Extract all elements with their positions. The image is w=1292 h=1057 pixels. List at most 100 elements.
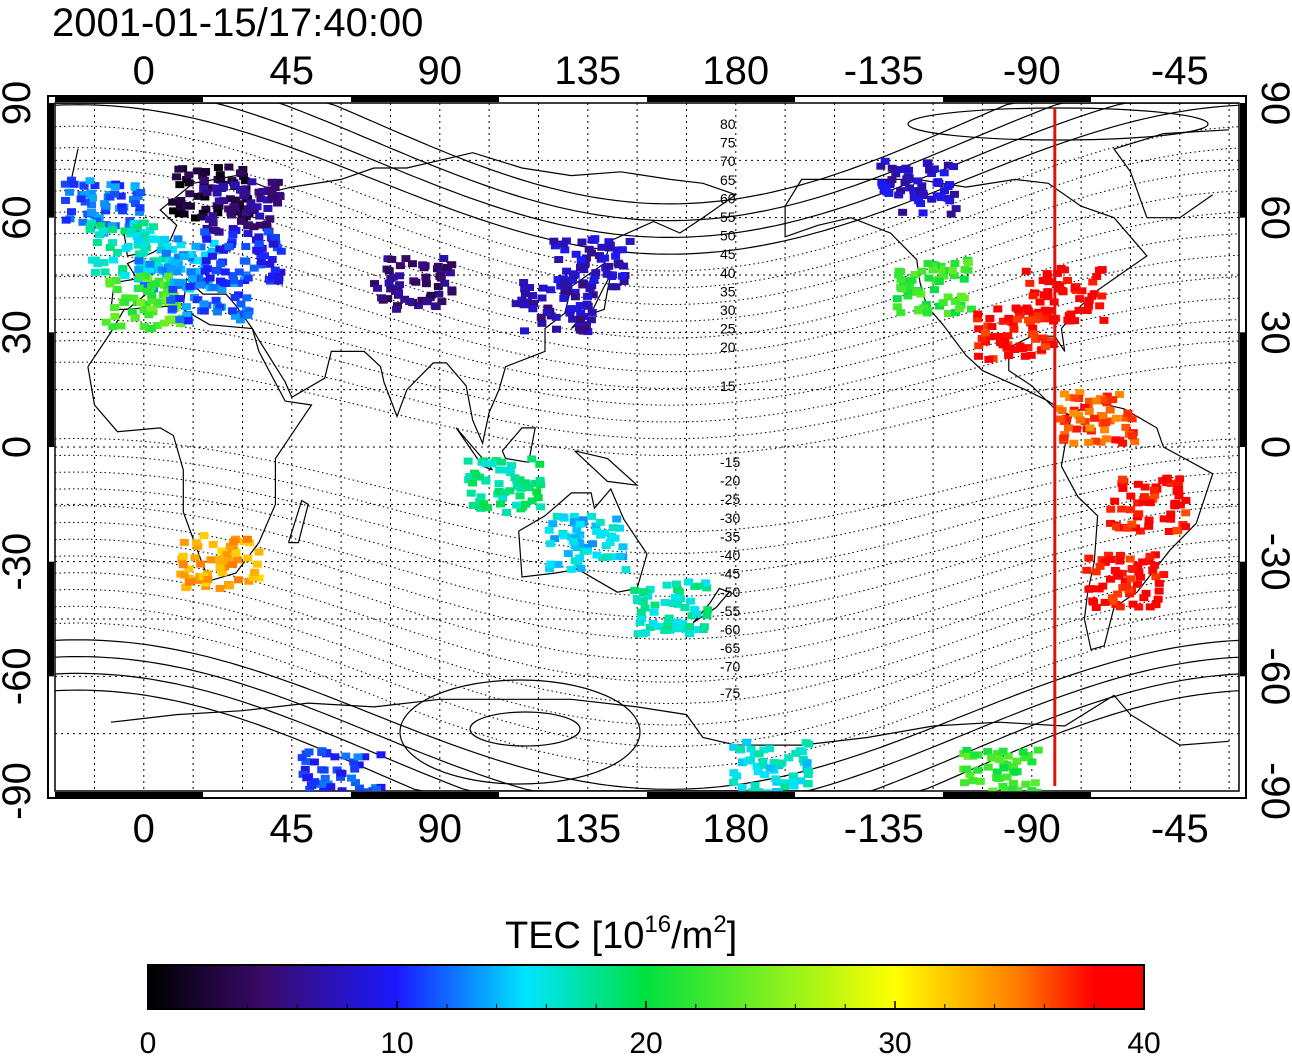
tec-cell bbox=[85, 223, 95, 231]
tec-cell bbox=[643, 592, 653, 600]
tec-cell bbox=[363, 788, 373, 791]
tec-cell bbox=[1052, 280, 1062, 288]
tec-cell bbox=[1038, 334, 1048, 342]
tec-cell bbox=[602, 270, 612, 278]
tec-cell bbox=[752, 762, 762, 770]
tec-cell bbox=[1127, 520, 1137, 528]
tec-cell bbox=[136, 298, 146, 306]
tec-cell bbox=[582, 547, 592, 555]
tec-cell bbox=[664, 614, 674, 622]
contour-line bbox=[55, 505, 1239, 619]
tec-cell bbox=[215, 171, 225, 179]
tec-cell bbox=[1114, 391, 1124, 399]
tec-cell bbox=[570, 542, 580, 550]
tec-cell bbox=[1017, 799, 1026, 806]
tec-cell bbox=[483, 504, 493, 512]
tec-cell bbox=[572, 305, 582, 313]
tec-cell bbox=[241, 189, 251, 197]
tec-cell bbox=[1121, 423, 1131, 431]
tec-cell bbox=[617, 272, 627, 280]
tec-cell bbox=[200, 228, 210, 236]
tec-cell bbox=[241, 257, 251, 265]
tec-cell bbox=[156, 246, 166, 254]
tec-cell bbox=[267, 255, 277, 263]
tec-cell bbox=[326, 783, 336, 791]
top-longitude-label: 90 bbox=[418, 49, 463, 93]
tec-cell bbox=[560, 283, 570, 291]
tec-cell bbox=[577, 238, 587, 246]
tec-cell bbox=[166, 296, 176, 304]
tec-cell bbox=[583, 543, 593, 551]
tec-cell bbox=[600, 254, 610, 262]
tec-cell bbox=[1111, 414, 1121, 422]
tec-cell bbox=[1134, 568, 1144, 576]
tec-cell bbox=[215, 303, 225, 311]
tec-cell bbox=[924, 274, 934, 282]
tec-cell bbox=[225, 195, 235, 203]
tec-cell bbox=[1144, 522, 1154, 530]
tec-cell bbox=[181, 584, 191, 592]
tec-cell bbox=[147, 324, 157, 332]
tec-cell bbox=[1101, 435, 1111, 443]
tec-cell bbox=[395, 272, 405, 280]
tec-cell bbox=[172, 173, 182, 181]
tec-cell bbox=[224, 557, 234, 565]
contour-label: 45 bbox=[720, 246, 736, 262]
contour-line bbox=[55, 438, 1239, 533]
tec-cell bbox=[267, 186, 277, 194]
right-latitude-label: 90 bbox=[1253, 81, 1292, 126]
tec-cell bbox=[90, 256, 100, 264]
tec-cell bbox=[1121, 582, 1131, 590]
tec-cell bbox=[1013, 315, 1023, 323]
tec-cell bbox=[876, 162, 886, 170]
tec-cell bbox=[987, 323, 997, 331]
left-latitude-label: 90 bbox=[0, 81, 39, 126]
tec-cell bbox=[1133, 499, 1143, 507]
tec-cell bbox=[605, 241, 615, 249]
tec-cell bbox=[161, 249, 171, 257]
tec-cell bbox=[1140, 493, 1150, 501]
tec-cell bbox=[1181, 496, 1191, 504]
tec-cell bbox=[569, 518, 579, 526]
tec-cell bbox=[476, 504, 486, 512]
tec-cell bbox=[1048, 340, 1058, 348]
tec-cell bbox=[588, 540, 598, 548]
tec-cell bbox=[184, 179, 194, 187]
tec-cell bbox=[1023, 752, 1033, 760]
tec-cell bbox=[1150, 561, 1160, 569]
tec-cell bbox=[648, 619, 658, 627]
tec-cell bbox=[1094, 585, 1104, 593]
tec-cell bbox=[302, 774, 312, 782]
tec-cell bbox=[235, 186, 245, 194]
tec-cell bbox=[254, 248, 264, 256]
tec-cell bbox=[896, 268, 906, 276]
tec-cell bbox=[1033, 312, 1043, 320]
tec-cell bbox=[200, 267, 210, 275]
tec-cell bbox=[1174, 479, 1184, 487]
contour-label: -65 bbox=[720, 640, 740, 656]
coastline bbox=[455, 427, 493, 471]
tec-cell bbox=[228, 560, 238, 568]
tec-cell bbox=[319, 785, 329, 791]
tec-cell bbox=[1166, 510, 1176, 518]
tec-cell bbox=[544, 526, 554, 534]
tec-cell bbox=[1004, 314, 1014, 322]
tec-cell bbox=[1106, 555, 1116, 563]
tec-cell bbox=[554, 256, 564, 264]
tec-cell bbox=[178, 552, 188, 560]
tec-cell bbox=[982, 798, 991, 805]
tec-cell bbox=[273, 178, 283, 186]
tec-cell bbox=[479, 500, 489, 508]
contour-line bbox=[55, 572, 1239, 704]
colorbar-tick-label: 30 bbox=[878, 1027, 911, 1057]
tec-cell bbox=[737, 783, 747, 791]
tec-cell bbox=[100, 268, 110, 276]
tec-cell bbox=[136, 189, 146, 197]
tec-cell bbox=[615, 524, 625, 532]
tec-cell bbox=[1082, 566, 1092, 574]
tec-cell bbox=[215, 564, 225, 572]
tec-cell bbox=[1059, 390, 1069, 398]
tec-cell bbox=[141, 301, 151, 309]
tec-cell bbox=[252, 560, 262, 568]
tec-cell bbox=[500, 488, 510, 496]
